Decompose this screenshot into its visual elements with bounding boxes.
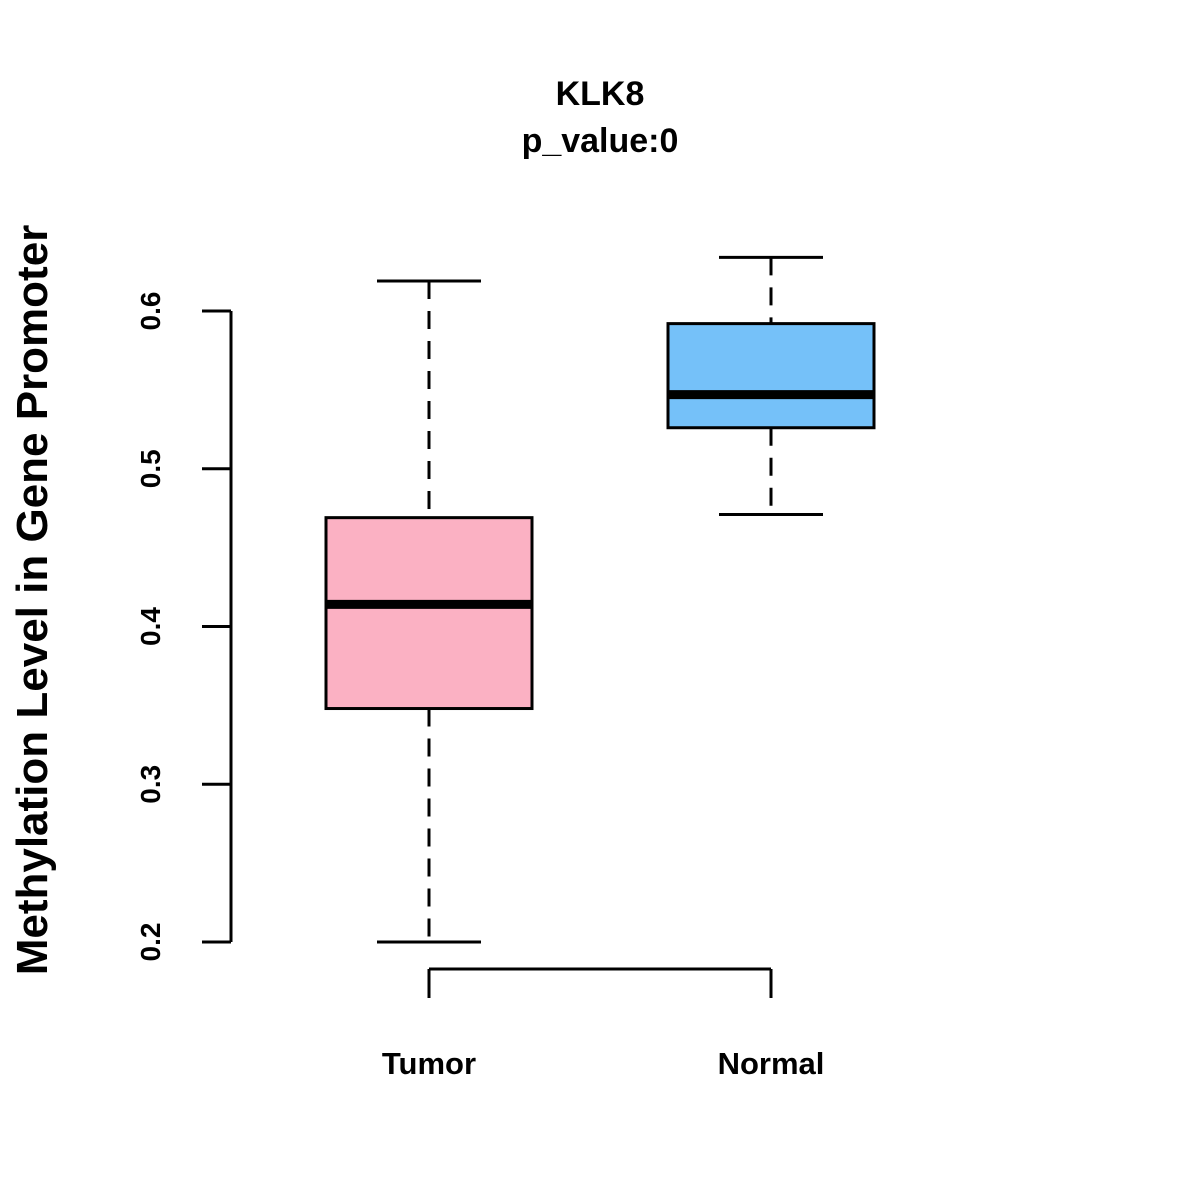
y-tick-label: 0.2 <box>135 923 166 962</box>
box-tumor <box>324 279 534 944</box>
chart-subtitle: p_value:0 <box>522 122 679 160</box>
boxes <box>324 255 876 944</box>
y-tick-label: 0.5 <box>135 449 166 488</box>
iqr-box <box>324 516 534 711</box>
chart-title: KLK8 <box>556 75 645 113</box>
y-tick-label: 0.6 <box>135 292 166 331</box>
y-axis-label: Methylation Level in Gene Promoter <box>8 225 57 976</box>
x-tick-label: Normal <box>718 1046 825 1081</box>
x-axis: Tumor Normal <box>382 967 825 1081</box>
y-axis: 0.2 0.3 0.4 0.5 0.6 <box>135 292 233 962</box>
box-normal <box>666 255 876 516</box>
y-tick-label: 0.4 <box>135 607 166 646</box>
y-tick-label: 0.3 <box>135 765 166 804</box>
iqr-box <box>666 322 876 430</box>
x-tick-label: Tumor <box>382 1046 476 1081</box>
